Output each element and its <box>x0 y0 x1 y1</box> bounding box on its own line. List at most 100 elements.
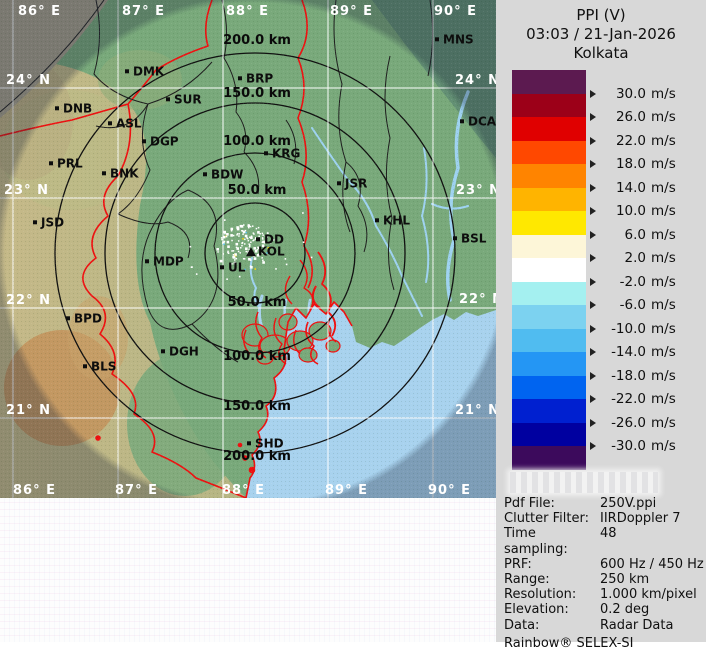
unit-label: m/s <box>651 156 676 172</box>
color-scale-label: 22.0 m/s <box>590 133 676 149</box>
undermap-blank-area <box>0 498 496 642</box>
unit-label: m/s <box>651 320 676 337</box>
info-label: PRF: <box>504 556 532 572</box>
info-row: Time sampling: 48 <box>504 526 702 556</box>
color-scale-segment <box>512 234 586 258</box>
color-scale-segment <box>512 117 586 141</box>
info-label: Resolution: <box>504 587 577 603</box>
info-label: Clutter Filter: <box>504 511 589 527</box>
unit-label: m/s <box>651 250 676 266</box>
info-value: 0.2 deg <box>600 602 650 618</box>
tick-arrow-icon <box>590 301 596 309</box>
color-scale-label: 10.0 m/s <box>590 203 676 219</box>
info-value: Radar Data <box>600 617 674 633</box>
tick-arrow-icon <box>590 442 596 450</box>
info-value: 250V.ppi <box>600 496 657 511</box>
scan-info-block: Pdf File: 250V.ppi Clutter Filter: IIRDo… <box>504 496 704 651</box>
color-scale-label: -2.0 m/s <box>590 274 676 290</box>
color-scale-label: 6.0 m/s <box>590 227 676 243</box>
info-value: 48 <box>600 526 617 542</box>
info-row: Resolution: 1.000 km/pixel <box>504 587 702 602</box>
color-scale-segment <box>512 422 586 446</box>
tick-arrow-icon <box>590 371 596 380</box>
info-label: Time sampling: <box>504 526 568 557</box>
color-scale-label: 30.0 m/s <box>590 86 676 102</box>
tick-arrow-icon <box>590 418 596 427</box>
color-scale-label: -30.0 m/s <box>590 438 676 454</box>
color-scale-segment <box>512 140 586 164</box>
info-panel: PPI (V) 03:03 / 21-Jan-2026 Kolkata 30.0… <box>496 0 706 651</box>
product-title: PPI (V) <box>576 6 626 24</box>
color-scale-segment <box>512 211 586 235</box>
map-canvas <box>0 0 496 498</box>
color-scale-segment <box>512 305 586 329</box>
info-value: 1.000 km/pixel <box>600 587 697 603</box>
dither-overlay <box>0 0 496 498</box>
color-scale-label: 18.0 m/s <box>590 156 676 172</box>
velocity-color-scale <box>512 70 586 470</box>
unit-label: m/s <box>651 297 676 313</box>
tick-arrow-icon <box>590 348 596 356</box>
info-label: Data: <box>504 617 540 633</box>
unit-label: m/s <box>651 414 676 431</box>
color-scale-label: -10.0 m/s <box>590 321 676 337</box>
color-scale-segment <box>512 187 586 211</box>
tick-arrow-icon <box>590 254 596 262</box>
radar-map: 86° E 87° E 88° E 89° E 90° E 86° E 87° E 88° … <box>0 0 496 498</box>
info-value: IIRDoppler 7 <box>600 511 681 527</box>
info-value: 600 Hz / 450 Hz <box>600 556 704 572</box>
unit-label: m/s <box>651 367 676 384</box>
unit-label: m/s <box>651 203 676 219</box>
info-row: Range: 250 km <box>504 572 702 587</box>
color-scale-segment <box>512 164 586 188</box>
info-value: 250 km <box>600 572 650 588</box>
redacted-text-block <box>510 472 658 493</box>
unit-label: m/s <box>651 273 676 290</box>
color-scale-label: -22.0 m/s <box>590 391 676 407</box>
tick-arrow-icon <box>590 395 596 403</box>
color-scale-segment <box>512 281 586 305</box>
tick-arrow-icon <box>590 230 596 239</box>
unit-label: m/s <box>651 344 676 360</box>
color-scale-label: -26.0 m/s <box>590 415 676 431</box>
unit-label: m/s <box>651 109 676 125</box>
unit-label: m/s <box>651 85 676 102</box>
tick-arrow-icon <box>590 207 596 215</box>
unit-label: m/s <box>651 226 676 243</box>
tick-arrow-icon <box>590 183 596 192</box>
info-row: Data: Radar Data <box>504 618 702 633</box>
info-row: PRF: 600 Hz / 450 Hz <box>504 556 704 572</box>
tick-arrow-icon <box>590 136 596 145</box>
color-scale-segment <box>512 375 586 399</box>
unit-label: m/s <box>651 391 676 407</box>
tick-arrow-icon <box>590 113 596 121</box>
color-scale-label: -14.0 m/s <box>590 344 676 360</box>
unit-label: m/s <box>651 438 676 454</box>
info-row: Elevation: 0.2 deg <box>504 602 702 617</box>
color-scale-label: 14.0 m/s <box>590 180 676 196</box>
color-scale-label: -18.0 m/s <box>590 368 676 384</box>
scan-info-rows: Pdf File: 250V.ppi Clutter Filter: IIRDo… <box>504 496 704 633</box>
unit-label: m/s <box>651 132 676 149</box>
color-scale-segment <box>512 93 586 117</box>
scan-datetime: 03:03 / 21-Jan-2026 <box>526 25 676 43</box>
panel-title-block: PPI (V) 03:03 / 21-Jan-2026 Kolkata <box>496 6 706 63</box>
color-scale-segment <box>512 399 586 423</box>
color-scale-label: 2.0 m/s <box>590 250 676 266</box>
tick-arrow-icon <box>590 160 596 168</box>
vendor-brand: Rainbow® SELEX-SI <box>504 635 634 651</box>
color-scale-label: 26.0 m/s <box>590 109 676 125</box>
color-scale-segment <box>512 446 586 470</box>
color-scale-segment <box>512 328 586 352</box>
info-row: Clutter Filter: IIRDoppler 7 <box>504 511 702 526</box>
color-scale-segment <box>512 352 586 376</box>
station-name: Kolkata <box>573 44 629 62</box>
info-row: Pdf File: 250V.ppi <box>504 496 702 511</box>
color-scale-segment <box>512 70 586 94</box>
info-label: Pdf File: <box>504 496 555 511</box>
color-scale-segment <box>512 258 586 282</box>
info-label: Range: <box>504 572 550 588</box>
tick-arrow-icon <box>590 89 596 98</box>
tick-arrow-icon <box>590 277 596 286</box>
